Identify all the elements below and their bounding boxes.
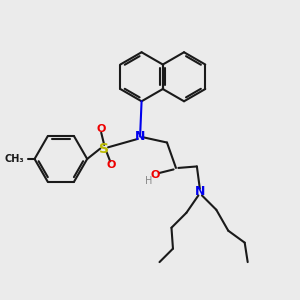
Text: O: O (107, 160, 116, 170)
Text: H: H (145, 176, 152, 186)
Text: N: N (135, 130, 145, 143)
Text: O: O (150, 170, 160, 180)
Text: N: N (195, 185, 205, 198)
Text: O: O (97, 124, 106, 134)
Text: CH₃: CH₃ (4, 154, 24, 164)
Text: S: S (99, 142, 109, 155)
